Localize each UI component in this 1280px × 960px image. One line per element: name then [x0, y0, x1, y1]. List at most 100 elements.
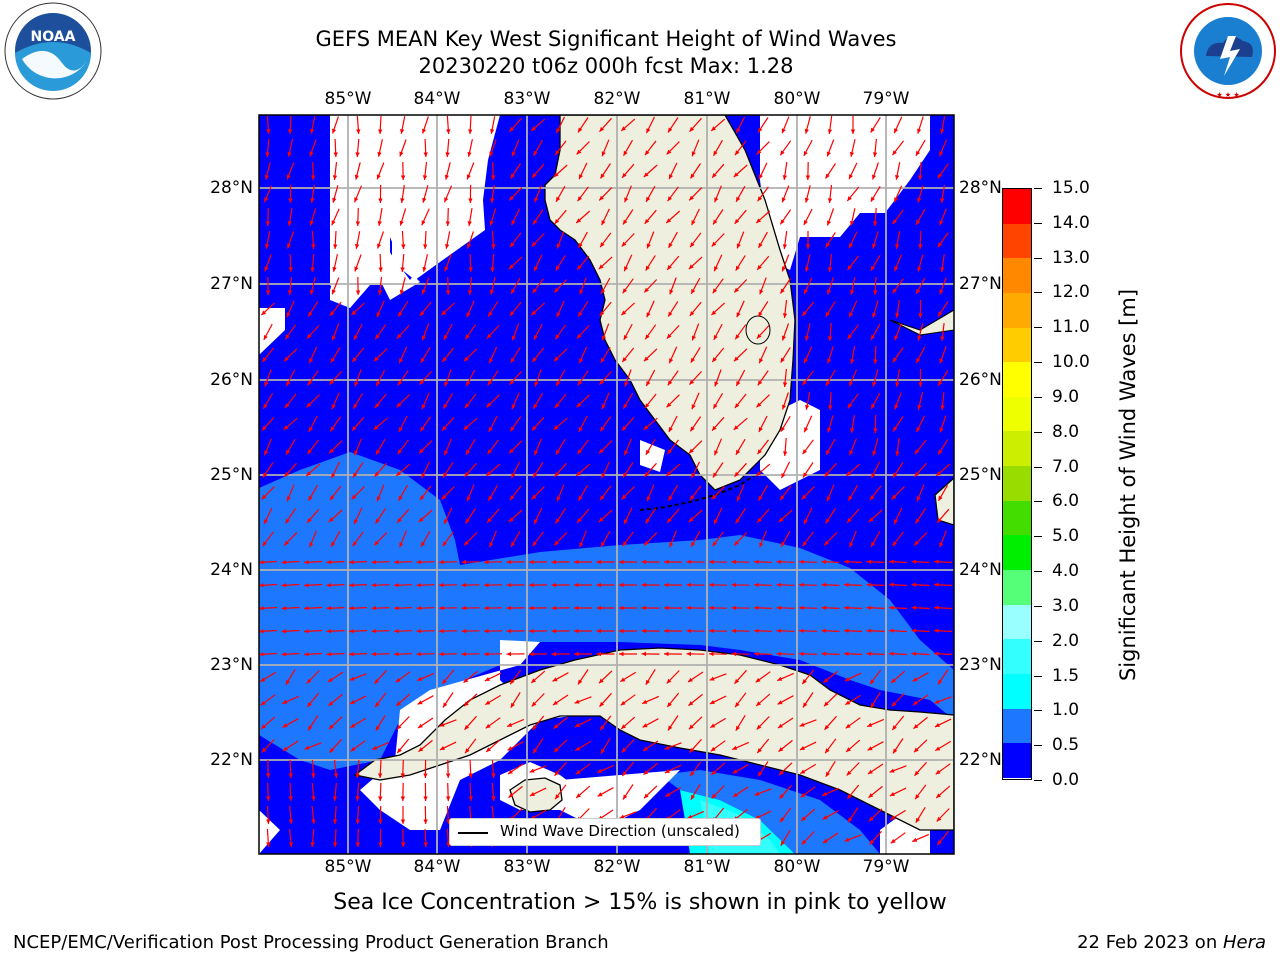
wave-direction-arrow — [353, 438, 363, 456]
wave-direction-arrow — [619, 605, 637, 611]
wave-direction-arrow — [757, 301, 769, 317]
wave-direction-arrow — [438, 651, 458, 657]
wave-direction-arrow — [416, 672, 435, 682]
wave-direction-arrow — [940, 323, 945, 341]
wave-direction-arrow — [756, 508, 770, 524]
wave-direction-arrow — [510, 277, 521, 295]
colorbar-segment — [1003, 431, 1031, 467]
colorbar-tick-label: 0.5 — [1052, 735, 1080, 756]
wave-direction-arrow — [445, 207, 450, 227]
wave-direction-arrow — [872, 231, 879, 249]
wave-direction-arrow — [933, 628, 953, 633]
wave-direction-arrow — [355, 759, 360, 779]
wave-direction-arrow — [287, 231, 294, 249]
wave-direction-arrow — [264, 162, 271, 180]
wave-direction-arrow — [663, 651, 683, 657]
wave-direction-arrow — [757, 761, 769, 777]
wave-direction-arrow — [261, 739, 275, 753]
wave-direction-arrow — [826, 208, 835, 226]
wave-direction-arrow — [600, 346, 611, 364]
wave-direction-arrow — [288, 828, 294, 848]
wave-direction-arrow — [266, 782, 271, 802]
wave-direction-arrow — [598, 670, 613, 684]
legend-line-icon — [458, 832, 488, 834]
wave-direction-arrow — [371, 606, 390, 611]
wave-direction-arrow — [620, 694, 636, 706]
wave-direction-arrow — [845, 717, 861, 729]
wave-direction-arrow — [866, 582, 885, 587]
wave-direction-arrow — [577, 186, 589, 202]
wave-direction-arrow — [689, 232, 702, 248]
wave-direction-arrow — [825, 760, 836, 778]
wave-direction-arrow — [467, 208, 473, 226]
wave-direction-arrow — [623, 438, 633, 456]
wave-direction-arrow — [259, 583, 278, 588]
wave-direction-arrow — [443, 507, 453, 525]
wave-direction-arrow — [823, 693, 838, 707]
wave-direction-arrow — [531, 693, 545, 707]
wave-direction-arrow — [553, 532, 568, 546]
wave-direction-arrow — [555, 508, 566, 524]
wave-direction-arrow — [688, 693, 703, 707]
wave-direction-arrow — [532, 738, 544, 754]
wave-direction-arrow — [265, 231, 271, 249]
wave-direction-arrow — [690, 277, 701, 295]
wave-direction-arrow — [600, 277, 611, 295]
wave-direction-arrow — [850, 345, 856, 365]
wave-direction-arrow — [866, 651, 885, 656]
wave-direction-arrow — [441, 347, 455, 363]
wave-direction-arrow — [753, 605, 773, 610]
wave-direction-arrow — [892, 462, 904, 478]
wave-direction-arrow — [848, 231, 858, 249]
wave-direction-arrow — [419, 416, 432, 432]
wave-direction-arrow — [310, 185, 315, 203]
wave-direction-arrow — [803, 507, 813, 525]
wave-direction-arrow — [303, 629, 323, 634]
wave-direction-arrow — [467, 139, 473, 157]
wave-direction-arrow — [400, 116, 406, 134]
wave-direction-arrow — [445, 276, 451, 296]
wave-direction-arrow — [736, 484, 745, 502]
wave-direction-arrow — [332, 162, 338, 180]
wave-direction-arrow — [935, 763, 951, 775]
wave-direction-arrow — [822, 832, 839, 844]
wave-direction-arrow — [262, 392, 274, 410]
wave-direction-arrow — [755, 693, 771, 707]
colorbar-tick — [1034, 431, 1042, 433]
colorbar-tick-label: 0.0 — [1052, 770, 1080, 790]
wave-direction-arrow — [933, 559, 953, 564]
wave-direction-arrow — [329, 738, 342, 754]
wave-direction-arrow — [666, 255, 680, 271]
wave-direction-arrow — [776, 651, 795, 656]
wave-direction-arrow — [281, 652, 300, 657]
wave-direction-arrow — [509, 485, 522, 501]
wave-direction-arrow — [507, 763, 524, 775]
wave-direction-arrow — [306, 692, 320, 708]
wave-direction-arrow — [710, 740, 726, 752]
wave-direction-arrow — [489, 530, 497, 548]
wave-direction-arrow — [843, 559, 863, 564]
wave-direction-arrow — [265, 276, 271, 296]
wave-direction-arrow — [529, 765, 547, 773]
wave-direction-arrow — [508, 509, 523, 523]
wave-direction-arrow — [914, 462, 927, 478]
wave-direction-arrow — [757, 117, 769, 133]
wave-direction-arrow — [895, 162, 901, 180]
wave-direction-arrow — [398, 346, 408, 364]
wave-direction-arrow — [400, 253, 405, 273]
wave-direction-arrow — [846, 186, 860, 202]
wave-direction-arrow — [444, 369, 452, 387]
wave-direction-arrow — [461, 628, 480, 634]
wave-direction-arrow — [576, 508, 590, 524]
map-legend: Wind Wave Direction (unscaled) — [449, 818, 761, 846]
wave-direction-arrow — [419, 301, 432, 317]
wave-direction-arrow — [464, 738, 477, 754]
wave-direction-arrow — [782, 231, 788, 249]
wave-direction-arrow — [259, 671, 277, 683]
wave-direction-arrow — [666, 508, 680, 524]
wave-direction-arrow — [574, 740, 592, 752]
wave-direction-arrow — [664, 742, 682, 750]
wave-direction-arrow — [533, 507, 543, 525]
wave-direction-arrow — [396, 394, 410, 408]
wave-direction-arrow — [844, 672, 862, 682]
